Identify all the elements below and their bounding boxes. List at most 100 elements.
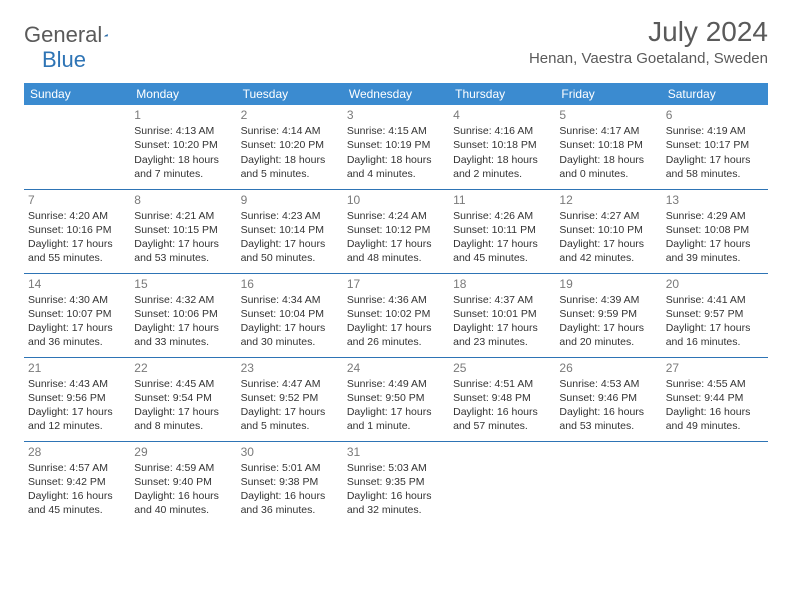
day-number: 20 xyxy=(666,276,764,292)
day-daylight1: Daylight: 17 hours xyxy=(347,405,445,419)
day-daylight2: and 45 minutes. xyxy=(453,251,551,265)
calendar-day-cell: 16Sunrise: 4:34 AMSunset: 10:04 PMDaylig… xyxy=(237,273,343,357)
calendar-week-row: 7Sunrise: 4:20 AMSunset: 10:16 PMDayligh… xyxy=(24,189,768,273)
day-daylight1: Daylight: 17 hours xyxy=(347,321,445,335)
day-sunrise: Sunrise: 4:21 AM xyxy=(134,209,232,223)
calendar-day-cell: 13Sunrise: 4:29 AMSunset: 10:08 PMDaylig… xyxy=(662,189,768,273)
day-sunset: Sunset: 10:01 PM xyxy=(453,307,551,321)
day-sunrise: Sunrise: 4:16 AM xyxy=(453,124,551,138)
day-sunrise: Sunrise: 4:45 AM xyxy=(134,377,232,391)
day-number: 24 xyxy=(347,360,445,376)
calendar-day-cell: 9Sunrise: 4:23 AMSunset: 10:14 PMDayligh… xyxy=(237,189,343,273)
day-sunset: Sunset: 10:12 PM xyxy=(347,223,445,237)
day-daylight1: Daylight: 16 hours xyxy=(241,489,339,503)
day-daylight2: and 12 minutes. xyxy=(28,419,126,433)
day-sunrise: Sunrise: 4:34 AM xyxy=(241,293,339,307)
day-sunrise: Sunrise: 4:43 AM xyxy=(28,377,126,391)
day-number: 5 xyxy=(559,107,657,123)
day-sunset: Sunset: 10:20 PM xyxy=(241,138,339,152)
day-number: 25 xyxy=(453,360,551,376)
day-sunrise: Sunrise: 4:53 AM xyxy=(559,377,657,391)
calendar-day-cell xyxy=(449,441,555,525)
day-number: 31 xyxy=(347,444,445,460)
calendar-day-cell: 14Sunrise: 4:30 AMSunset: 10:07 PMDaylig… xyxy=(24,273,130,357)
day-daylight1: Daylight: 17 hours xyxy=(134,405,232,419)
day-number: 18 xyxy=(453,276,551,292)
day-daylight1: Daylight: 16 hours xyxy=(347,489,445,503)
day-sunrise: Sunrise: 4:24 AM xyxy=(347,209,445,223)
calendar-day-cell xyxy=(555,441,661,525)
day-sunset: Sunset: 10:08 PM xyxy=(666,223,764,237)
logo-text-blue: Blue xyxy=(42,47,86,73)
day-daylight2: and 53 minutes. xyxy=(559,419,657,433)
day-number: 17 xyxy=(347,276,445,292)
day-number: 28 xyxy=(28,444,126,460)
day-daylight2: and 55 minutes. xyxy=(28,251,126,265)
day-sunrise: Sunrise: 5:03 AM xyxy=(347,461,445,475)
day-daylight1: Daylight: 17 hours xyxy=(666,237,764,251)
day-daylight2: and 36 minutes. xyxy=(28,335,126,349)
day-daylight1: Daylight: 18 hours xyxy=(453,153,551,167)
day-daylight2: and 58 minutes. xyxy=(666,167,764,181)
day-sunset: Sunset: 9:48 PM xyxy=(453,391,551,405)
calendar-day-cell: 8Sunrise: 4:21 AMSunset: 10:15 PMDayligh… xyxy=(130,189,236,273)
day-sunrise: Sunrise: 4:29 AM xyxy=(666,209,764,223)
day-daylight1: Daylight: 16 hours xyxy=(666,405,764,419)
day-sunset: Sunset: 9:52 PM xyxy=(241,391,339,405)
calendar-day-cell: 5Sunrise: 4:17 AMSunset: 10:18 PMDayligh… xyxy=(555,105,661,189)
day-daylight1: Daylight: 17 hours xyxy=(134,237,232,251)
day-daylight1: Daylight: 16 hours xyxy=(28,489,126,503)
weekday-header: Thursday xyxy=(449,83,555,105)
calendar-day-cell: 3Sunrise: 4:15 AMSunset: 10:19 PMDayligh… xyxy=(343,105,449,189)
day-daylight1: Daylight: 17 hours xyxy=(666,153,764,167)
day-number: 15 xyxy=(134,276,232,292)
day-number: 2 xyxy=(241,107,339,123)
calendar-day-cell: 6Sunrise: 4:19 AMSunset: 10:17 PMDayligh… xyxy=(662,105,768,189)
day-sunset: Sunset: 10:10 PM xyxy=(559,223,657,237)
day-sunset: Sunset: 10:19 PM xyxy=(347,138,445,152)
day-sunrise: Sunrise: 4:36 AM xyxy=(347,293,445,307)
weekday-header: Wednesday xyxy=(343,83,449,105)
day-sunset: Sunset: 9:50 PM xyxy=(347,391,445,405)
day-daylight2: and 50 minutes. xyxy=(241,251,339,265)
day-sunrise: Sunrise: 4:32 AM xyxy=(134,293,232,307)
day-sunset: Sunset: 10:11 PM xyxy=(453,223,551,237)
day-daylight1: Daylight: 17 hours xyxy=(241,405,339,419)
day-sunset: Sunset: 9:42 PM xyxy=(28,475,126,489)
day-daylight2: and 45 minutes. xyxy=(28,503,126,517)
day-sunrise: Sunrise: 5:01 AM xyxy=(241,461,339,475)
weekday-header: Monday xyxy=(130,83,236,105)
calendar-day-cell: 17Sunrise: 4:36 AMSunset: 10:02 PMDaylig… xyxy=(343,273,449,357)
day-sunset: Sunset: 10:06 PM xyxy=(134,307,232,321)
calendar-day-cell: 27Sunrise: 4:55 AMSunset: 9:44 PMDayligh… xyxy=(662,357,768,441)
day-daylight1: Daylight: 17 hours xyxy=(134,321,232,335)
calendar-day-cell xyxy=(24,105,130,189)
day-number: 16 xyxy=(241,276,339,292)
day-number: 9 xyxy=(241,192,339,208)
day-sunset: Sunset: 9:46 PM xyxy=(559,391,657,405)
day-sunrise: Sunrise: 4:57 AM xyxy=(28,461,126,475)
day-sunset: Sunset: 10:18 PM xyxy=(559,138,657,152)
day-daylight1: Daylight: 17 hours xyxy=(28,405,126,419)
calendar-day-cell: 7Sunrise: 4:20 AMSunset: 10:16 PMDayligh… xyxy=(24,189,130,273)
day-number: 13 xyxy=(666,192,764,208)
day-daylight2: and 48 minutes. xyxy=(347,251,445,265)
day-daylight2: and 20 minutes. xyxy=(559,335,657,349)
calendar-day-cell: 29Sunrise: 4:59 AMSunset: 9:40 PMDayligh… xyxy=(130,441,236,525)
day-daylight2: and 57 minutes. xyxy=(453,419,551,433)
day-daylight2: and 40 minutes. xyxy=(134,503,232,517)
day-number: 30 xyxy=(241,444,339,460)
day-sunset: Sunset: 10:20 PM xyxy=(134,138,232,152)
day-daylight1: Daylight: 17 hours xyxy=(453,321,551,335)
day-sunset: Sunset: 10:16 PM xyxy=(28,223,126,237)
calendar-day-cell: 1Sunrise: 4:13 AMSunset: 10:20 PMDayligh… xyxy=(130,105,236,189)
day-daylight2: and 36 minutes. xyxy=(241,503,339,517)
calendar-week-row: 14Sunrise: 4:30 AMSunset: 10:07 PMDaylig… xyxy=(24,273,768,357)
day-daylight2: and 16 minutes. xyxy=(666,335,764,349)
logo-triangle-icon xyxy=(104,27,108,43)
calendar-day-cell: 22Sunrise: 4:45 AMSunset: 9:54 PMDayligh… xyxy=(130,357,236,441)
day-sunrise: Sunrise: 4:26 AM xyxy=(453,209,551,223)
day-number: 27 xyxy=(666,360,764,376)
calendar-week-row: 21Sunrise: 4:43 AMSunset: 9:56 PMDayligh… xyxy=(24,357,768,441)
calendar-week-row: 28Sunrise: 4:57 AMSunset: 9:42 PMDayligh… xyxy=(24,441,768,525)
